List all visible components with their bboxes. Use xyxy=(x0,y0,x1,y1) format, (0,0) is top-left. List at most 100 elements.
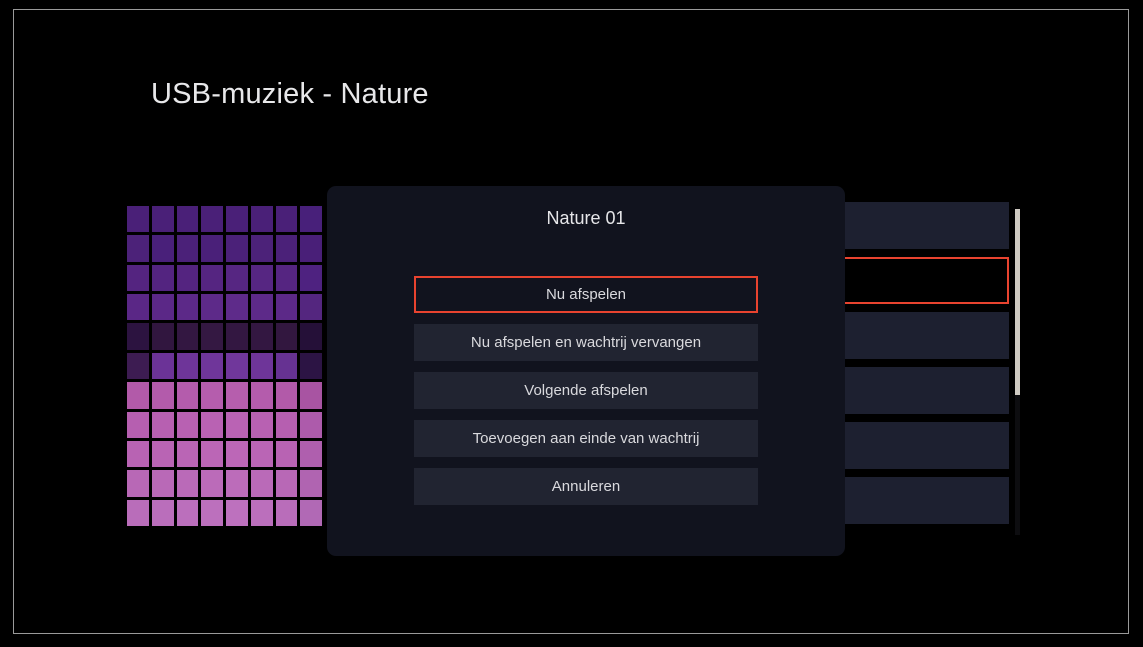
album-art-cell xyxy=(176,294,199,321)
album-art-cell xyxy=(275,206,298,233)
album-art-cell xyxy=(250,470,273,497)
album-art-cell xyxy=(300,264,322,292)
album-art-cell xyxy=(250,499,273,526)
album-art-cell xyxy=(226,411,248,438)
album-art-cell xyxy=(226,440,248,468)
album-art-cell xyxy=(275,440,298,468)
dialog-menu-item-4[interactable]: Toevoegen aan einde van wachtrij xyxy=(414,420,758,457)
album-art-cell xyxy=(275,352,298,380)
album-art-cell xyxy=(127,323,149,350)
album-art-cell xyxy=(176,440,199,468)
album-art-cell xyxy=(250,294,273,321)
album-art-cell xyxy=(201,382,223,409)
album-art-cell xyxy=(250,235,273,262)
album-art-cell xyxy=(250,352,273,380)
album-art-cell xyxy=(151,206,174,233)
album-art-cell xyxy=(226,235,248,262)
album-art-cell xyxy=(176,235,199,262)
album-art-cell xyxy=(300,499,322,526)
album-art-cell xyxy=(176,352,199,380)
album-art-cell xyxy=(275,323,298,350)
track-options-dialog: Nature 01 Nu afspelen Nu afspelen en wach… xyxy=(327,186,845,556)
album-art-cell xyxy=(151,264,174,292)
album-art-cell xyxy=(201,323,223,350)
album-art-cell xyxy=(176,264,199,292)
album-art-cell xyxy=(226,323,248,350)
album-art-cell xyxy=(151,499,174,526)
album-art-cell xyxy=(250,323,273,350)
album-art-cell xyxy=(300,470,322,497)
album-art-cell xyxy=(151,323,174,350)
album-art-cell xyxy=(151,235,174,262)
album-art-cell xyxy=(300,323,322,350)
album-art-cell xyxy=(300,411,322,438)
album-art-cell xyxy=(300,235,322,262)
album-art-cell xyxy=(151,382,174,409)
album-art-cell xyxy=(201,264,223,292)
album-art-cell xyxy=(300,206,322,233)
album-art-cell xyxy=(275,235,298,262)
album-art-cell xyxy=(275,470,298,497)
album-art-cell xyxy=(250,440,273,468)
album-art-cell xyxy=(201,470,223,497)
dialog-menu-item-5[interactable]: Annuleren xyxy=(414,468,758,505)
album-art-cell xyxy=(176,323,199,350)
album-art-cell xyxy=(201,499,223,526)
album-art-cell xyxy=(300,352,322,380)
album-art-cell xyxy=(151,440,174,468)
album-art-cell xyxy=(176,411,199,438)
album-art-cell xyxy=(127,294,149,321)
album-art-cell xyxy=(127,352,149,380)
album-art-cell xyxy=(275,382,298,409)
dialog-menu-item-1[interactable]: Nu afspelen xyxy=(414,276,758,313)
album-art-cell xyxy=(275,264,298,292)
album-art-cell xyxy=(300,440,322,468)
app-window-frame: USB-muziek - Nature Nature 01 Nu afspele… xyxy=(13,9,1129,634)
page-title: USB-muziek - Nature xyxy=(151,78,429,110)
album-art-cell xyxy=(151,411,174,438)
dialog-menu: Nu afspelen Nu afspelen en wachtrij verva… xyxy=(414,276,758,516)
album-art-cell xyxy=(127,264,149,292)
album-art-cell xyxy=(226,499,248,526)
album-art-cell xyxy=(176,206,199,233)
album-art-cell xyxy=(127,235,149,262)
album-art-cell xyxy=(226,470,248,497)
album-art-cell xyxy=(127,206,149,233)
dialog-menu-item-3[interactable]: Volgende afspelen xyxy=(414,372,758,409)
album-art-cell xyxy=(176,499,199,526)
album-art-cell xyxy=(127,499,149,526)
album-art-cell xyxy=(176,382,199,409)
list-scrollbar-thumb[interactable] xyxy=(1015,209,1020,395)
album-art-cell xyxy=(275,499,298,526)
dialog-title: Nature 01 xyxy=(546,208,626,228)
album-art-cell xyxy=(250,206,273,233)
album-art-cell xyxy=(300,294,322,321)
album-art-cell xyxy=(151,294,174,321)
album-art-mosaic xyxy=(127,206,322,526)
album-art-cell xyxy=(226,352,248,380)
album-art-cell xyxy=(151,470,174,497)
album-art-cell xyxy=(275,411,298,438)
album-art-cell xyxy=(300,382,322,409)
album-art-cell xyxy=(226,264,248,292)
album-art-cell xyxy=(250,411,273,438)
album-art-cell xyxy=(201,206,223,233)
dialog-menu-item-2[interactable]: Nu afspelen en wachtrij vervangen xyxy=(414,324,758,361)
album-art-cell xyxy=(226,206,248,233)
album-art-cell xyxy=(250,264,273,292)
album-art-cell xyxy=(127,440,149,468)
album-art-cell xyxy=(201,235,223,262)
album-art-cell xyxy=(250,382,273,409)
album-art-cell xyxy=(201,294,223,321)
album-art-cell xyxy=(176,470,199,497)
album-art-cell xyxy=(275,294,298,321)
album-art-cell xyxy=(127,411,149,438)
list-scrollbar[interactable] xyxy=(1015,209,1020,535)
album-art-cell xyxy=(151,352,174,380)
album-art-cell xyxy=(201,440,223,468)
album-art-cell xyxy=(226,294,248,321)
album-art-cell xyxy=(127,470,149,497)
album-art-cell xyxy=(226,382,248,409)
album-art-cell xyxy=(201,411,223,438)
album-art-cell xyxy=(201,352,223,380)
